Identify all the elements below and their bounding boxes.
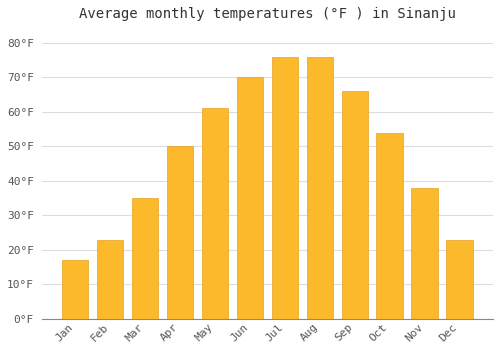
Bar — [446, 239, 472, 319]
Bar — [97, 239, 123, 319]
Bar — [132, 198, 158, 319]
Title: Average monthly temperatures (°F ) in Sinanju: Average monthly temperatures (°F ) in Si… — [79, 7, 456, 21]
Bar — [62, 260, 88, 319]
Bar — [306, 57, 333, 319]
Bar — [202, 108, 228, 319]
Bar — [167, 146, 193, 319]
Bar — [376, 133, 402, 319]
Bar — [237, 77, 263, 319]
Bar — [412, 188, 438, 319]
Bar — [342, 91, 367, 319]
Bar — [272, 57, 298, 319]
